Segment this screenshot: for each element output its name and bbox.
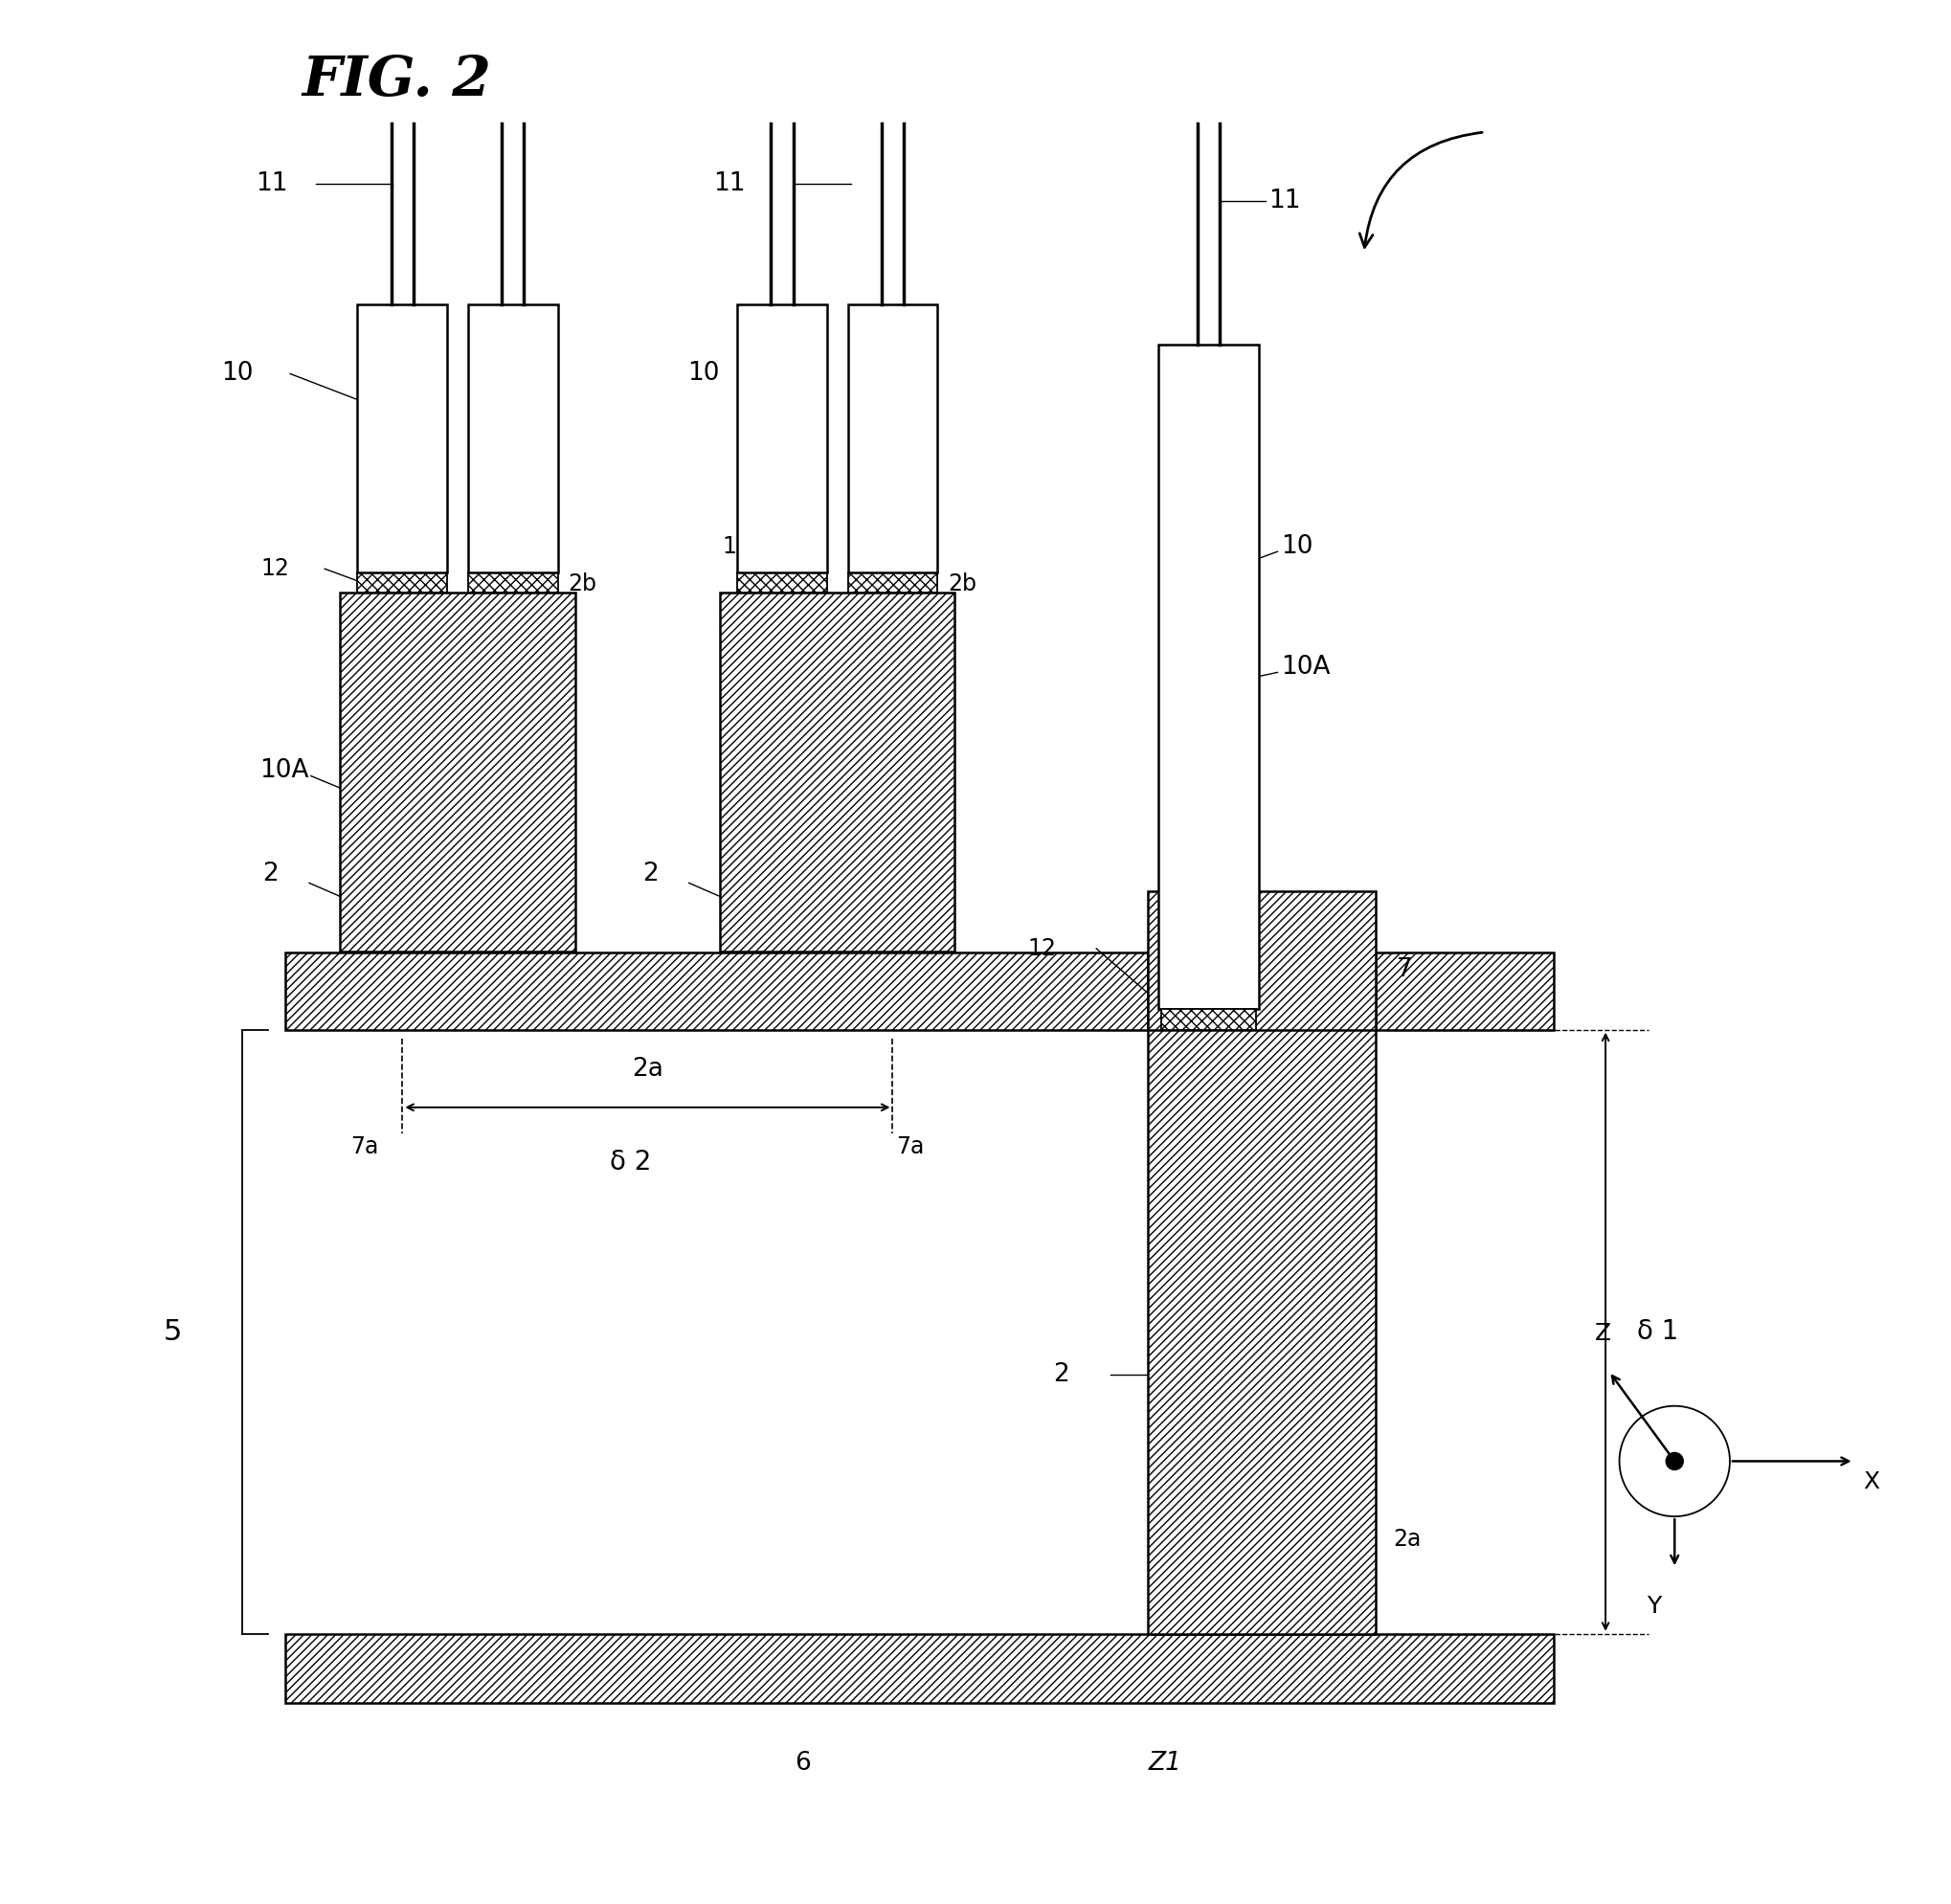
Bar: [849, 573, 938, 592]
Bar: [1161, 1009, 1256, 1030]
Bar: [357, 573, 447, 592]
Bar: [737, 573, 827, 592]
Text: 2a: 2a: [1393, 1527, 1422, 1550]
Bar: [1147, 952, 1375, 1634]
Text: 10A: 10A: [1282, 655, 1331, 680]
Text: Z2: Z2: [378, 767, 414, 792]
Bar: [720, 592, 954, 952]
Circle shape: [1666, 1453, 1684, 1470]
Text: δ 2: δ 2: [609, 1150, 652, 1177]
Text: 11: 11: [1268, 188, 1301, 213]
Text: Y: Y: [1647, 1596, 1660, 1618]
Text: 12: 12: [261, 558, 289, 581]
Text: 10A: 10A: [259, 758, 308, 783]
Bar: [468, 305, 558, 573]
Text: 2b: 2b: [1282, 914, 1309, 937]
Text: 7: 7: [1397, 958, 1413, 982]
Bar: [1159, 345, 1258, 1009]
Text: δ 1: δ 1: [1637, 1318, 1678, 1344]
Text: 7a: 7a: [1274, 986, 1301, 1011]
Text: 7a: 7a: [896, 1135, 925, 1158]
Bar: [849, 305, 938, 573]
Text: Z: Z: [1596, 1321, 1612, 1344]
Bar: [285, 1634, 1553, 1702]
Text: 2: 2: [642, 863, 657, 887]
Text: 2b: 2b: [568, 573, 597, 596]
Text: Z2: Z2: [759, 767, 794, 792]
Bar: [339, 592, 576, 952]
Text: 2: 2: [263, 863, 279, 887]
Bar: [737, 305, 827, 573]
Text: 10: 10: [687, 362, 720, 387]
Text: FIG. 2: FIG. 2: [302, 53, 492, 107]
Bar: [285, 952, 1553, 1030]
Text: 2a: 2a: [632, 1057, 663, 1081]
Text: 12: 12: [722, 535, 751, 558]
Bar: [357, 305, 447, 573]
Text: 2: 2: [1054, 1363, 1069, 1388]
Text: 11: 11: [714, 171, 745, 196]
Text: 11: 11: [256, 171, 287, 196]
Text: Z1: Z1: [1149, 1752, 1182, 1776]
Text: 2b: 2b: [948, 573, 977, 596]
Text: 5: 5: [164, 1318, 181, 1346]
Text: 12: 12: [1028, 937, 1055, 960]
Text: 6: 6: [794, 1752, 812, 1776]
Text: X: X: [1863, 1470, 1879, 1493]
Text: 7a: 7a: [351, 1135, 378, 1158]
Text: 10: 10: [220, 362, 254, 387]
Text: 10: 10: [1282, 533, 1313, 558]
Bar: [468, 573, 558, 592]
Bar: [1147, 891, 1375, 1030]
